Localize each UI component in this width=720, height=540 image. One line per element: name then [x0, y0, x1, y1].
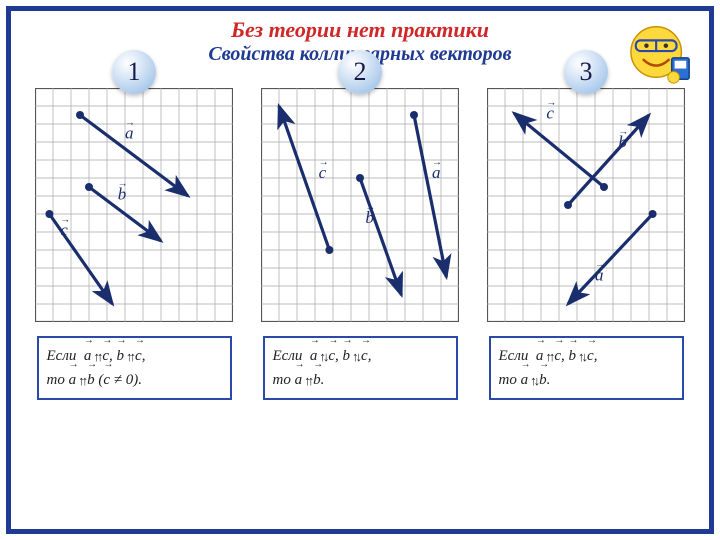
svg-text:→: →: [319, 157, 329, 168]
grid-diagram: a→b→c→: [35, 88, 233, 322]
panel-badge: 1: [112, 50, 156, 94]
svg-text:→: →: [118, 179, 128, 190]
svg-text:→: →: [546, 98, 556, 109]
formula-line2: то a↑↑b.: [273, 368, 448, 392]
panel-2: 2 c→b→a→ Если a↑↓c, b↑↓c, то a↑↑b.: [255, 70, 465, 400]
svg-text:→: →: [365, 202, 375, 213]
svg-text:→: →: [432, 157, 442, 168]
svg-text:→: →: [60, 215, 70, 226]
grid-diagram: c→b→a→: [487, 88, 685, 322]
panels-row: 1 a→b→c→ Если a↑↑c, b↑↑c, то a↑↑b (c ≠ 0…: [11, 70, 709, 400]
formula-line2: то a↑↑b (c ≠ 0).: [47, 368, 222, 392]
svg-text:→: →: [125, 117, 135, 128]
svg-text:→: →: [595, 260, 605, 271]
panel-1: 1 a→b→c→ Если a↑↑c, b↑↑c, то a↑↑b (c ≠ 0…: [29, 70, 239, 400]
panel-badge: 3: [564, 50, 608, 94]
panel-3: 3 c→b→a→ Если a↑↑c, b↑↓c, то a↑↓b.: [481, 70, 691, 400]
formula-line2: то a↑↓b.: [499, 368, 674, 392]
formula-box: Если a↑↑c, b↑↓c, то a↑↓b.: [489, 336, 684, 400]
svg-text:→: →: [618, 126, 628, 137]
formula-box: Если a↑↑c, b↑↑c, то a↑↑b (c ≠ 0).: [37, 336, 232, 400]
grid-diagram: c→b→a→: [261, 88, 459, 322]
outer-frame: Без теории нет практики Свойства коллине…: [6, 6, 714, 534]
title-line1: Без теории нет практики: [11, 17, 709, 43]
panel-badge: 2: [338, 50, 382, 94]
formula-box: Если a↑↓c, b↑↓c, то a↑↑b.: [263, 336, 458, 400]
